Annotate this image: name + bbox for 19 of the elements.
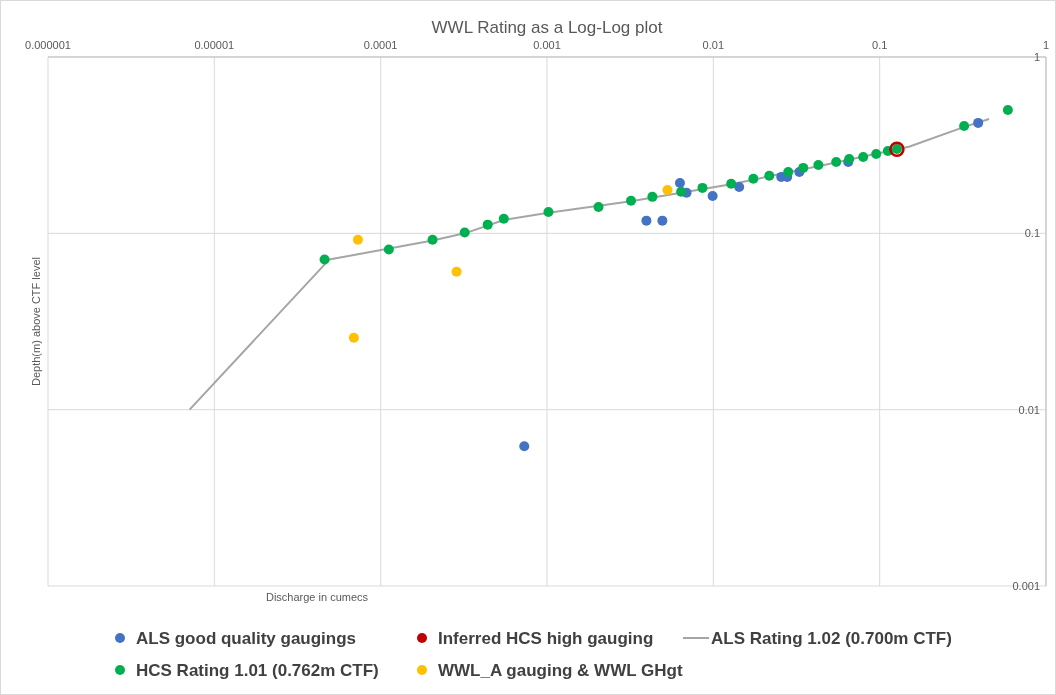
chart-title: WWL Rating as a Log-Log plot (431, 18, 663, 37)
y-tick-label: 0.01 (1018, 403, 1040, 416)
x-tick-label: 1 (1042, 39, 1050, 51)
x-tick-label: 0.0001 (363, 39, 398, 51)
legend-label: ALS good quality gaugings (136, 629, 357, 648)
y-tick-label: 1 (1033, 51, 1040, 63)
legend-label: HCS Rating 1.01 (0.762m CTF) (136, 661, 379, 680)
legend-label: WWL_A gauging & WWL GHgt (438, 661, 683, 680)
y-tick-label: 0.001 (1012, 580, 1040, 592)
x-tick-label: 0.01 (702, 39, 725, 51)
x-axis-title: Discharge in cumecs (265, 591, 369, 603)
y-axis-title: Depth(m) above CTF level (30, 257, 42, 386)
x-tick-label: 0.000001 (25, 39, 71, 51)
y-tick-label: 0.1 (1024, 227, 1040, 240)
x-tick-label: 0.001 (533, 39, 561, 51)
x-tick-label: 0.1 (872, 39, 888, 51)
legend-label: ALS Rating 1.02 (0.700m CTF) (711, 629, 952, 648)
x-tick-label: 0.00001 (194, 39, 235, 51)
legend-label: Inferred HCS high gauging (438, 629, 654, 648)
